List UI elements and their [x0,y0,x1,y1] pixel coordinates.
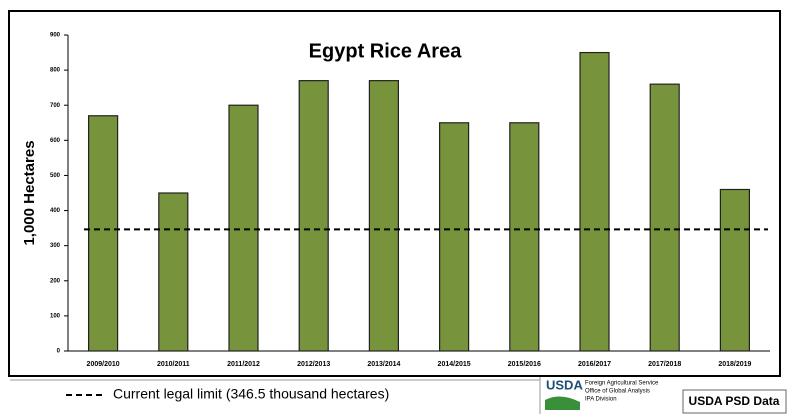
bar [579,51,610,352]
chart-title: Egypt Rice Area [309,40,463,62]
x-tick-label: 2015/2016 [508,361,541,368]
bar [649,83,680,352]
x-tick-label: 2014/2015 [438,361,471,368]
bar [439,122,470,352]
legend-label: Current legal limit (346.5 thousand hect… [113,386,389,402]
y-tick-label: 400 [50,208,61,214]
source: USDA PSD Data [689,394,780,408]
source-box [682,389,787,414]
x-tick-label: 2009/2010 [87,361,120,368]
x-tick-label: 2011/2012 [227,361,260,368]
y-axis-label: 1,000 Hectares [21,140,38,245]
bar [158,192,189,352]
y-tick-label: 600 [50,138,61,144]
y-tick-label: 800 [50,68,61,74]
logo-text: Office of Global Analysis [585,389,650,395]
x-tick-label: 2018/2019 [718,361,751,368]
logo-text: Foreign Agricultural Service [585,381,659,387]
bar [719,188,751,352]
logo-name: USDA [546,377,583,392]
logo-text: IPA Division [585,397,617,403]
x-tick-label: 2017/2018 [648,361,681,368]
bar [228,104,259,352]
y-tick-label: 500 [50,173,61,179]
y-tick-label: 100 [50,313,61,319]
y-tick-label: 0 [57,349,61,355]
logo-shape [545,396,580,410]
x-tick-label: 2013/2014 [367,361,400,368]
bar [87,115,119,352]
bar [298,80,329,352]
bar [509,122,540,352]
bar [368,80,399,352]
x-tick-label: 2010/2011 [157,361,190,368]
y-tick-label: 200 [50,278,61,284]
y-tick-label: 300 [50,243,61,249]
y-tick-label: 900 [50,33,61,39]
y-tick-label: 700 [50,103,61,109]
x-tick-label: 2016/2017 [578,361,611,368]
x-tick-label: 2012/2013 [297,361,330,368]
